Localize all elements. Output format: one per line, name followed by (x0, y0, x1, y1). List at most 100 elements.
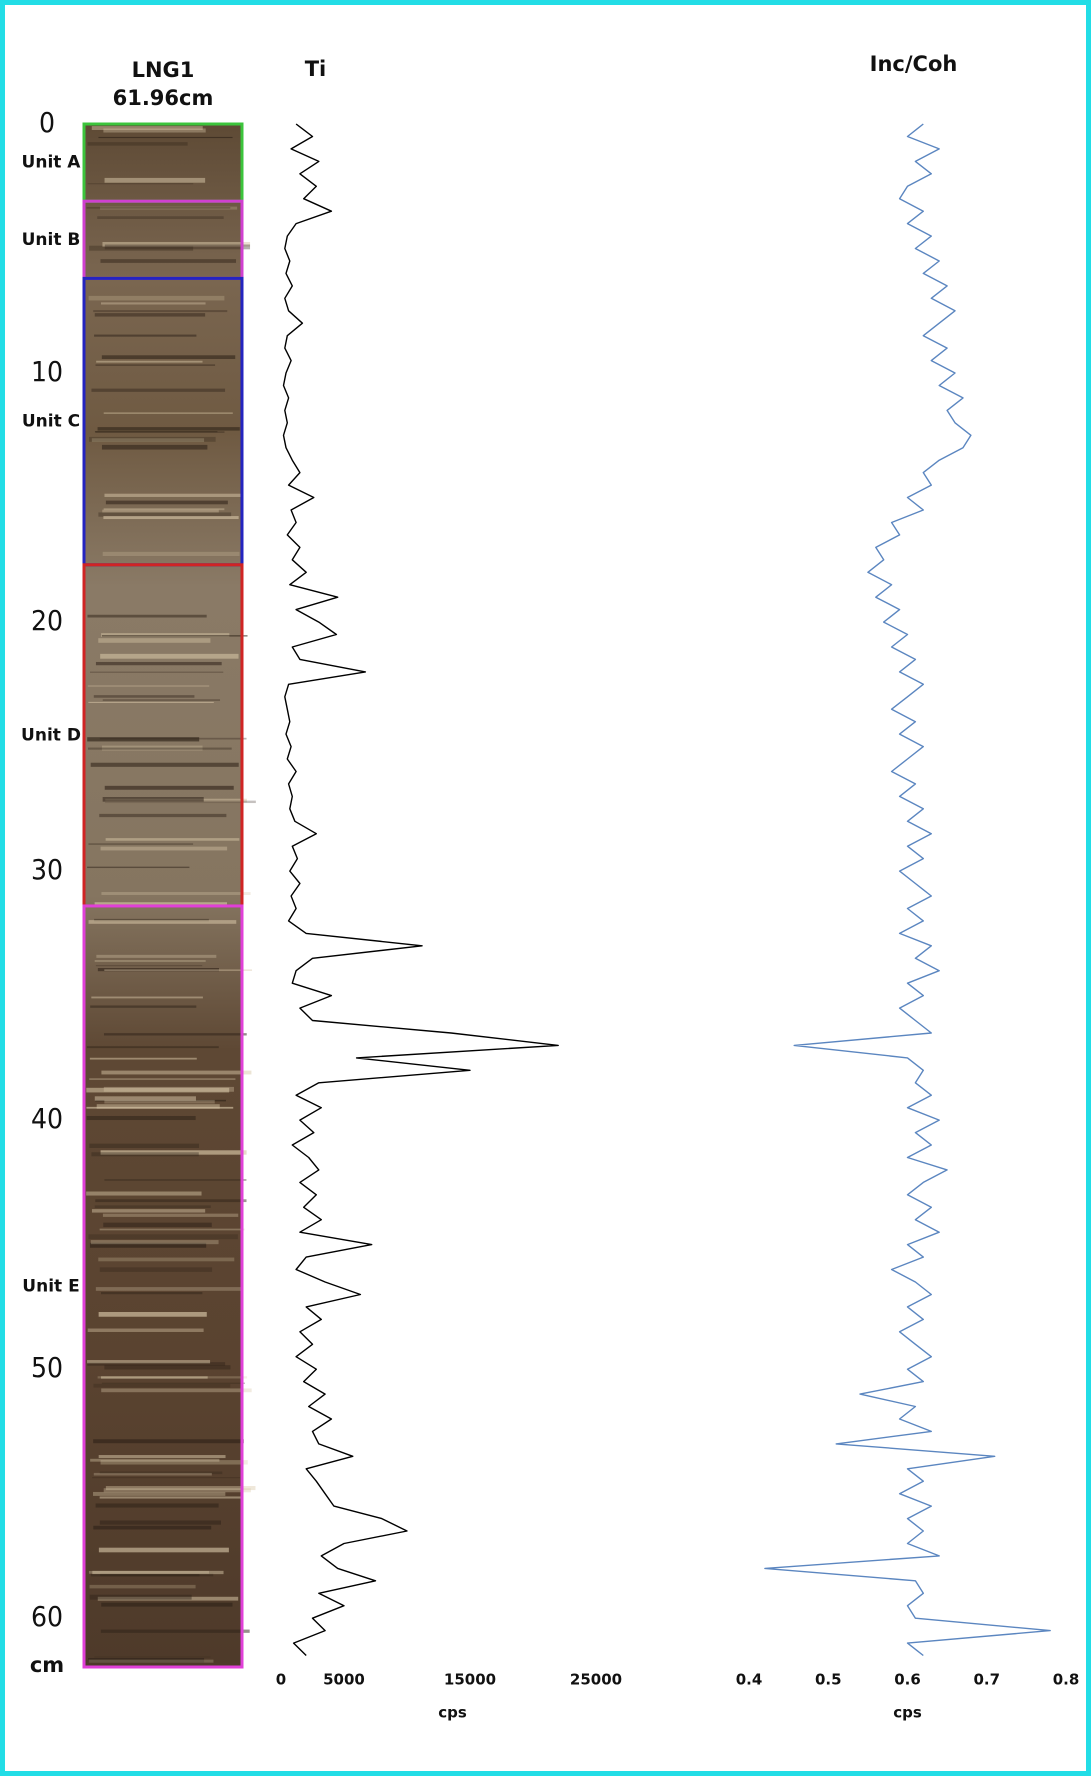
core-layer (91, 1574, 200, 1576)
core-layer (97, 216, 223, 219)
core-layer (105, 178, 206, 183)
core-layer (90, 671, 223, 673)
core-layer (104, 1033, 247, 1035)
core-layer (89, 1234, 238, 1239)
chart-title: Ti (305, 57, 327, 81)
core-layer (103, 699, 220, 701)
core-title: LNG1 (132, 58, 195, 82)
core-layer (102, 510, 219, 513)
x-tick-label: 0 (276, 1671, 286, 1689)
core-layer (89, 920, 237, 924)
core-layer (106, 838, 240, 841)
core-layer (102, 355, 235, 359)
core-layer (98, 512, 231, 516)
core-layer (100, 259, 236, 263)
core-layer (88, 183, 194, 184)
x-tick-label: 0.7 (973, 1671, 1000, 1689)
figure: LNG1 61.96cm Unit AUnit BUnit CUnit DUni… (0, 0, 1091, 1776)
core-layer (96, 361, 202, 363)
unit-label: Unit B (22, 230, 81, 250)
core-layer (86, 1192, 201, 1196)
core-layer (86, 1088, 229, 1093)
core-layer (100, 1229, 245, 1231)
core-layer (96, 965, 202, 966)
core-layer (93, 1384, 230, 1388)
depth-tick-label: 30 (31, 853, 63, 886)
x-axis-label: cps (438, 1704, 467, 1722)
core-layer (90, 1058, 197, 1060)
x-axis-label: cps (893, 1704, 922, 1722)
core-layer (96, 1287, 241, 1291)
core-layer (92, 1477, 240, 1478)
depth-tick-label: 20 (31, 604, 63, 637)
core-layer (105, 244, 250, 249)
core-layer (87, 1116, 196, 1120)
unit-label: Unit D (21, 725, 81, 745)
core-layer (103, 516, 238, 519)
core-layer (93, 1439, 244, 1443)
core-layer (98, 1258, 234, 1262)
core-layer (87, 207, 231, 208)
core-layer (104, 1365, 230, 1369)
core-layer (99, 1548, 229, 1553)
core-layer (91, 763, 239, 767)
core-layer (91, 1240, 219, 1244)
core-layer (98, 137, 232, 138)
core-layer (101, 1388, 251, 1392)
core-layer (101, 1292, 202, 1294)
core-layer (101, 302, 206, 304)
core-layer (89, 1660, 214, 1663)
core-layer (91, 389, 225, 392)
core-layer (103, 552, 240, 556)
core-layer (95, 1096, 196, 1100)
unit-label: Unit C (22, 412, 80, 432)
x-tick-label: 25000 (570, 1671, 622, 1689)
core-layer (103, 1223, 211, 1227)
core-layer (98, 427, 240, 431)
core-layer (106, 501, 228, 505)
depth-tick-label: 0 (39, 106, 55, 139)
core-layer (95, 1199, 246, 1202)
core-layer (93, 310, 227, 312)
core-layer (95, 313, 205, 316)
core-layer (88, 142, 188, 145)
core-layer (88, 1329, 204, 1332)
x-tick-label: 5000 (323, 1671, 365, 1689)
core-layer (100, 1496, 244, 1498)
x-tick-label: 0.4 (736, 1671, 763, 1689)
core-layer (89, 1144, 199, 1148)
depth-tick-label: 50 (31, 1351, 63, 1384)
core-layer (88, 843, 193, 844)
core-layer (103, 1214, 238, 1217)
core-layer (104, 412, 233, 414)
core-layer (100, 738, 247, 740)
core-layer (98, 638, 210, 643)
core-layer (94, 1656, 210, 1657)
core-layer (90, 1595, 192, 1600)
core-layer (87, 1360, 210, 1363)
core-layer (88, 748, 232, 750)
core-layer (104, 494, 241, 497)
core-layer (103, 797, 204, 802)
depth-tick-label: 10 (31, 355, 63, 388)
core-layer (94, 695, 195, 698)
core-layer (99, 1455, 226, 1458)
core-layer (95, 960, 206, 961)
core-layer (105, 786, 234, 790)
core-layer (96, 364, 216, 365)
core-layer (99, 814, 226, 817)
core-layer (89, 1078, 235, 1080)
x-tick-label: 0.5 (815, 1671, 842, 1689)
core-layer (94, 1473, 212, 1476)
core-layer (88, 685, 209, 686)
core-layer (102, 445, 207, 450)
core-layer (94, 335, 196, 337)
core-layer (96, 1503, 219, 1507)
core-layer (87, 1046, 219, 1048)
core-layer (90, 1585, 196, 1589)
core-layer (95, 431, 217, 432)
unit-label: Unit A (22, 153, 82, 173)
core-layer (101, 847, 228, 851)
core-layer (98, 1376, 247, 1378)
core-layer (101, 1071, 251, 1075)
